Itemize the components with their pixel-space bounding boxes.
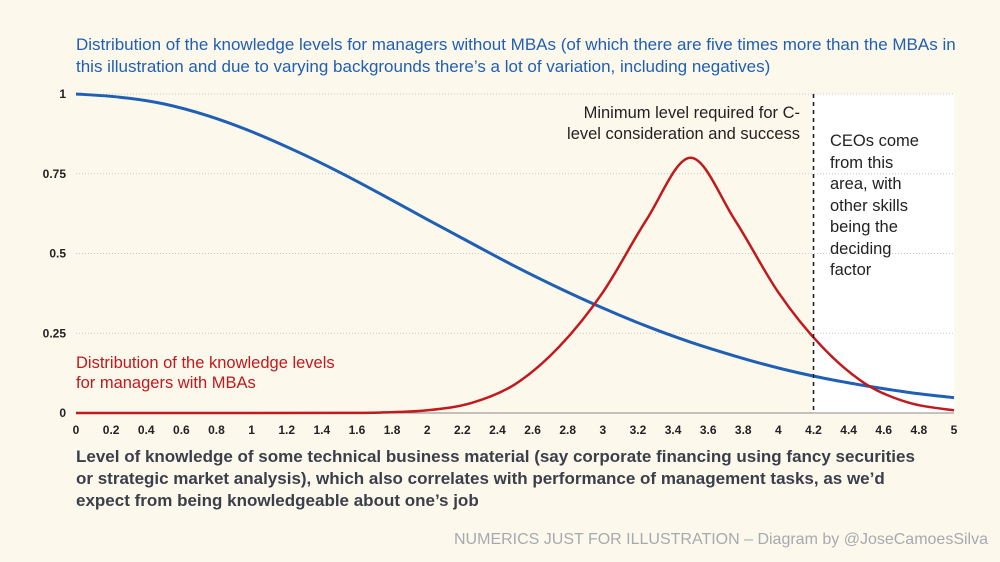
x-tick-label: 0.8 — [208, 423, 225, 437]
ceo-label-line: CEOs come — [830, 132, 919, 150]
y-tick-label: 0 — [59, 406, 66, 420]
x-tick-label: 2.4 — [489, 423, 506, 437]
x-tick-label: 3.2 — [630, 423, 647, 437]
y-tick-label: 0.5 — [49, 247, 66, 261]
ceo-label-line: being the — [830, 218, 898, 236]
series-line-without-mba — [75, 92, 955, 400]
x-tick-label: 3.4 — [665, 423, 682, 437]
x-tick-label: 2.2 — [454, 423, 471, 437]
y-tick-label: 0.75 — [43, 167, 67, 181]
x-tick-label: 5 — [951, 423, 958, 437]
y-axis-ticks: 0 0.25 0.5 0.75 1 — [43, 87, 67, 420]
ceo-label-line: factor — [830, 261, 872, 279]
x-tick-label: 3 — [599, 423, 606, 437]
x-tick-label: 4.4 — [840, 423, 857, 437]
x-tick-label: 0.2 — [103, 423, 120, 437]
x-tick-label: 0.4 — [138, 423, 155, 437]
threshold-label-line2: level consideration and success — [567, 125, 800, 143]
ceo-label-line: deciding — [830, 240, 891, 258]
y-tick-label: 0.25 — [43, 326, 67, 340]
x-tick-label: 0.6 — [173, 423, 190, 437]
x-axis-ticks: 0 0.2 0.4 0.6 0.8 1 1.2 1.4 1.6 1.8 2 2.2 2.4 2.6 2.8 3… — [73, 423, 958, 437]
ceo-label-line: other skills — [830, 197, 908, 215]
x-tick-label: 3.6 — [700, 423, 717, 437]
x-tick-label: 1.4 — [313, 423, 330, 437]
threshold-label-line1: Minimum level required for C- — [584, 104, 800, 122]
x-tick-label: 2.6 — [524, 423, 541, 437]
ceo-label-line: from this — [830, 154, 893, 172]
x-tick-label: 1.2 — [278, 423, 295, 437]
x-tick-label: 1.8 — [384, 423, 401, 437]
y-tick-label: 1 — [59, 87, 66, 101]
x-tick-label: 2.8 — [559, 423, 576, 437]
ceo-label-line: area, with — [830, 175, 902, 193]
x-tick-label: 0 — [73, 423, 80, 437]
x-tick-label: 1 — [248, 423, 255, 437]
series-line-with-mba — [75, 156, 955, 415]
mba-label-line1: Distribution of the knowledge levels — [76, 354, 335, 372]
x-tick-label: 4.8 — [911, 423, 928, 437]
x-tick-label: 1.6 — [349, 423, 366, 437]
x-tick-label: 4 — [775, 423, 782, 437]
x-axis-label: Level of knowledge of some technical bus… — [76, 447, 915, 510]
x-tick-label: 4.2 — [805, 423, 822, 437]
x-tick-label: 2 — [424, 423, 431, 437]
x-tick-label: 3.8 — [735, 423, 752, 437]
mba-label-line2: for managers with MBAs — [76, 374, 256, 392]
footer-credit: NUMERICS JUST FOR ILLUSTRATION – Diagram… — [454, 531, 988, 548]
chart-title: Distribution of the knowledge levels for… — [76, 35, 956, 76]
x-tick-label: 4.6 — [875, 423, 892, 437]
chart-canvas: 0 0.25 0.5 0.75 1 0 0.2 0.4 0.6 0.8 1 1.2 1.4 1.6 1.8… — [43, 87, 958, 437]
